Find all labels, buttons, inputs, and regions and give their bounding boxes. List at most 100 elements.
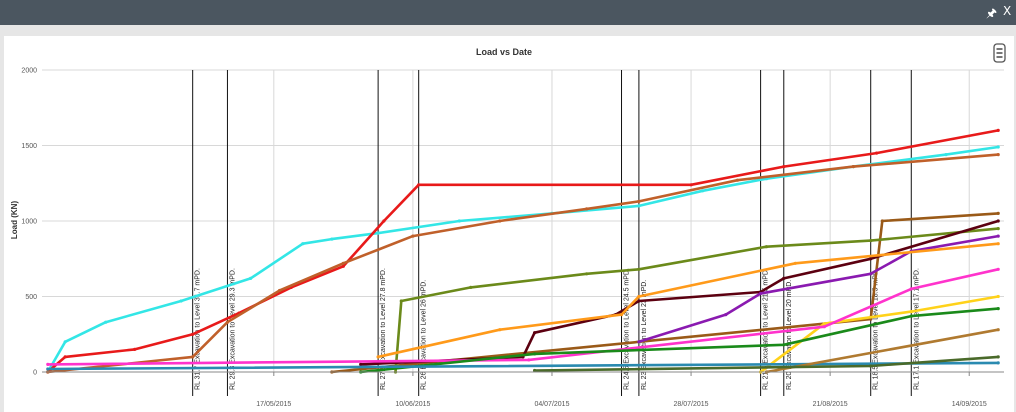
data-point xyxy=(724,313,728,317)
data-point xyxy=(498,328,502,332)
data-point xyxy=(330,237,334,241)
data-point xyxy=(996,234,1000,238)
x-tick-label: 04/07/2015 xyxy=(534,401,569,408)
data-point xyxy=(764,245,769,249)
series-line-9 xyxy=(376,242,1000,359)
data-point xyxy=(133,347,137,351)
series-line-10 xyxy=(46,268,1000,366)
series-line-13 xyxy=(765,328,1000,374)
data-point xyxy=(498,219,502,223)
y-tick-label: 1000 xyxy=(21,219,37,226)
annotation-label: RL 17.1 Excavation to Level 17.1 mPD. xyxy=(913,268,920,390)
data-point xyxy=(822,322,826,326)
annotation-label: RL 27.8 Excavation to Level 27.8 mPD. xyxy=(380,268,387,390)
data-point xyxy=(996,355,1000,359)
data-point xyxy=(46,367,50,371)
grid xyxy=(42,69,1004,373)
data-point xyxy=(376,355,380,359)
data-point xyxy=(869,239,873,243)
data-point xyxy=(179,299,183,303)
data-point xyxy=(880,219,884,223)
y-axis-label: Load (KN) xyxy=(10,201,19,240)
data-point xyxy=(63,340,67,344)
annotation-label: RL 24.5 Excavation to Level 24.5 mPD. xyxy=(624,268,631,390)
data-point xyxy=(533,368,537,373)
data-point xyxy=(874,151,879,155)
data-point xyxy=(359,362,363,366)
data-point xyxy=(411,234,415,238)
data-point xyxy=(104,320,108,324)
data-point xyxy=(996,242,1000,246)
data-point xyxy=(869,257,873,261)
x-tick-label: 17/05/2015 xyxy=(256,401,291,408)
data-point xyxy=(376,231,380,235)
data-point xyxy=(191,355,195,359)
annotation-label: RL 31.7 Excavation to Level 31.7 mPD. xyxy=(195,268,202,390)
series-line-3 xyxy=(46,153,1000,374)
data-point xyxy=(996,361,1000,365)
series-line-5 xyxy=(394,227,1000,374)
data-point xyxy=(637,299,641,303)
close-button[interactable]: X xyxy=(1003,4,1012,18)
y-tick-label: 0 xyxy=(33,370,37,377)
data-point xyxy=(996,267,1000,271)
data-point xyxy=(533,331,537,335)
data-point xyxy=(909,310,913,314)
data-point xyxy=(822,325,826,329)
data-point xyxy=(63,355,67,359)
data-point xyxy=(585,207,589,211)
data-point xyxy=(996,307,1000,311)
y-tick-label: 500 xyxy=(25,294,37,301)
data-point xyxy=(996,219,1000,223)
hamburger-menu-icon[interactable] xyxy=(993,43,1006,63)
window-title-bar: 🖈 X xyxy=(0,0,1016,25)
data-point xyxy=(909,314,913,318)
data-point xyxy=(341,264,345,268)
pin-icon[interactable]: 🖈 xyxy=(986,6,998,20)
data-point xyxy=(782,343,786,347)
data-point xyxy=(996,145,1000,149)
data-point xyxy=(869,364,873,368)
data-point xyxy=(417,183,421,187)
annotation-label: RL 23 Excavation to Level 23 mPD. xyxy=(641,280,648,390)
data-point xyxy=(869,272,873,276)
data-point xyxy=(341,261,345,265)
chart-panel: RL 31.7 Excavation to Level 31.7 mPD. RL … xyxy=(4,36,1014,412)
data-point xyxy=(782,165,786,169)
data-point xyxy=(637,340,641,344)
data-point xyxy=(278,288,282,293)
data-point xyxy=(46,362,50,366)
x-tick-label: 14/09/2015 xyxy=(952,401,987,408)
data-point xyxy=(527,358,531,362)
data-point xyxy=(533,352,537,356)
annotation-label: RL 26 Excavation to Level 26 mPD. xyxy=(421,280,428,390)
data-point xyxy=(637,199,641,203)
series-line-7 xyxy=(637,234,1000,344)
data-point xyxy=(585,272,589,276)
data-point xyxy=(996,227,1000,231)
data-point xyxy=(457,219,461,223)
data-point xyxy=(225,320,229,324)
x-tick-label: 28/07/2015 xyxy=(674,401,709,408)
data-point xyxy=(637,294,641,299)
data-point xyxy=(759,291,763,296)
series-line-1 xyxy=(46,145,1000,374)
x-tick-label: 10/06/2015 xyxy=(395,401,430,408)
data-point xyxy=(701,189,705,193)
data-point xyxy=(996,128,1000,132)
data-point xyxy=(944,153,948,157)
series-line-12 xyxy=(46,361,1000,371)
data-point xyxy=(909,287,913,291)
chart-title: Load vs Date xyxy=(476,47,532,57)
data-point xyxy=(301,242,305,246)
data-point xyxy=(851,165,855,169)
axes: 0 500 1000 1500 2000 17/05/2015 10/06/2015 04/0… xyxy=(21,68,1004,408)
data-point xyxy=(637,204,641,208)
data-point xyxy=(619,313,624,317)
y-tick-label: 2000 xyxy=(21,68,37,75)
data-point xyxy=(382,219,386,223)
data-point xyxy=(996,153,1000,157)
data-point xyxy=(996,294,1000,299)
x-tick-label: 21/08/2015 xyxy=(813,401,848,408)
annotation-label: RL 18.5 Excavation to Level 18.5 mPD. xyxy=(873,268,880,390)
